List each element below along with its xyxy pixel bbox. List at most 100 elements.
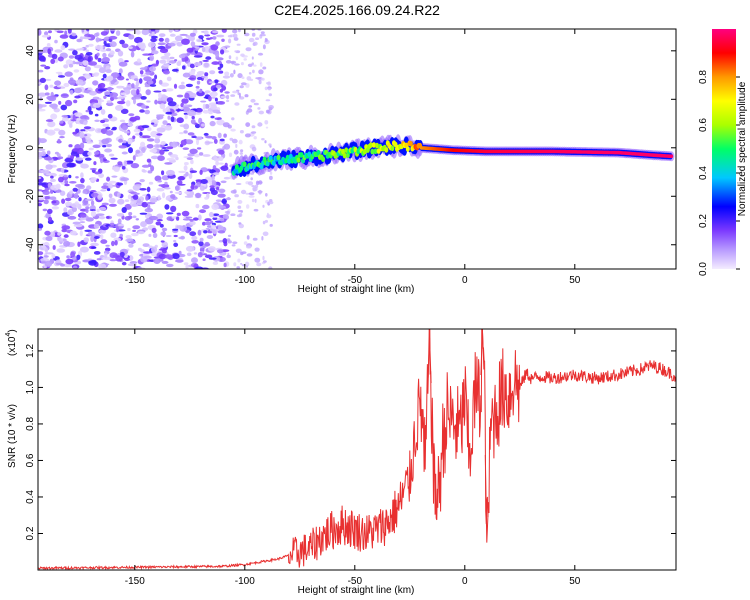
noise-speckle bbox=[108, 35, 118, 40]
noise-speckle bbox=[58, 129, 66, 136]
noise-speckle bbox=[155, 29, 160, 33]
noise-speckle bbox=[204, 218, 212, 222]
noise-speckle bbox=[191, 115, 195, 120]
noise-speckle bbox=[103, 29, 109, 32]
noise-speckle bbox=[38, 223, 44, 229]
noise-speckle bbox=[176, 42, 183, 47]
noise-speckle bbox=[118, 138, 123, 143]
noise-speckle bbox=[268, 143, 272, 146]
noise-speckle bbox=[167, 115, 171, 120]
noise-speckle bbox=[258, 69, 264, 75]
noise-speckle bbox=[64, 30, 68, 36]
noise-speckle bbox=[218, 149, 225, 155]
noise-speckle bbox=[44, 230, 51, 236]
noise-speckle bbox=[218, 188, 226, 193]
noise-speckle bbox=[149, 84, 157, 87]
noise-speckle bbox=[59, 34, 69, 39]
noise-speckle bbox=[221, 198, 227, 205]
spectrogram-y-ticks: -40 -20 0 20 40 bbox=[25, 45, 676, 252]
noise-speckle bbox=[121, 261, 127, 266]
noise-speckle bbox=[196, 71, 205, 75]
noise-speckle bbox=[45, 236, 53, 242]
noise-speckle bbox=[234, 63, 240, 66]
noise-speckle bbox=[105, 126, 111, 130]
noise-speckle bbox=[51, 200, 57, 204]
noise-speckle bbox=[94, 113, 99, 117]
noise-speckle bbox=[164, 52, 171, 57]
noise-speckle bbox=[218, 156, 224, 161]
noise-speckle bbox=[157, 180, 162, 183]
noise-speckle bbox=[211, 228, 218, 234]
noise-speckle bbox=[156, 133, 163, 136]
noise-speckle bbox=[42, 208, 48, 212]
noise-speckle bbox=[111, 175, 118, 178]
noise-speckle bbox=[253, 136, 257, 140]
noise-speckle bbox=[254, 247, 260, 252]
noise-speckle bbox=[88, 147, 94, 151]
noise-speckle bbox=[51, 206, 60, 210]
colorbar-label: Normalized spectral amplitude bbox=[737, 81, 748, 216]
noise-speckle bbox=[269, 175, 273, 180]
signal-core bbox=[344, 147, 349, 153]
noise-speckle bbox=[171, 141, 178, 148]
noise-speckle bbox=[174, 35, 183, 42]
noise-speckle bbox=[183, 165, 188, 171]
noise-speckle bbox=[137, 198, 142, 204]
noise-speckle bbox=[93, 251, 101, 255]
snr-x-tick-label: -100 bbox=[235, 576, 255, 587]
noise-speckle bbox=[174, 59, 178, 62]
noise-speckle bbox=[136, 88, 140, 95]
noise-speckle bbox=[141, 125, 150, 129]
noise-speckle bbox=[75, 79, 84, 86]
noise-speckle bbox=[248, 37, 255, 43]
noise-speckle bbox=[153, 90, 162, 93]
noise-speckle bbox=[46, 129, 56, 136]
noise-speckle bbox=[157, 42, 166, 46]
noise-speckle bbox=[46, 43, 51, 47]
noise-speckle bbox=[223, 133, 227, 138]
noise-speckle bbox=[193, 252, 198, 255]
noise-speckle bbox=[189, 218, 194, 222]
noise-speckle bbox=[265, 126, 269, 129]
noise-speckle bbox=[110, 96, 115, 102]
noise-speckle bbox=[72, 114, 76, 121]
noise-speckle bbox=[239, 152, 243, 155]
noise-speckle bbox=[220, 95, 228, 99]
noise-speckle bbox=[235, 183, 242, 185]
noise-speckle bbox=[116, 182, 124, 186]
noise-speckle bbox=[196, 76, 203, 81]
noise-speckle bbox=[216, 119, 225, 126]
signal-core bbox=[276, 154, 281, 161]
noise-speckle bbox=[59, 120, 64, 124]
noise-speckle bbox=[181, 98, 189, 104]
noise-speckle bbox=[105, 48, 112, 52]
noise-speckle bbox=[209, 70, 216, 75]
noise-speckle bbox=[161, 227, 168, 232]
noise-speckle bbox=[106, 100, 112, 104]
noise-speckle bbox=[75, 184, 85, 188]
noise-speckle bbox=[164, 37, 170, 44]
noise-speckle bbox=[109, 92, 119, 98]
noise-speckle bbox=[166, 76, 172, 82]
noise-speckle bbox=[149, 198, 158, 203]
noise-speckle bbox=[217, 225, 224, 232]
noise-speckle bbox=[140, 221, 147, 228]
snr-multiplier-exp: 4 bbox=[5, 333, 12, 337]
noise-speckle bbox=[38, 29, 42, 36]
spectrogram-x-tick-label: -50 bbox=[348, 275, 363, 286]
noise-speckle bbox=[126, 29, 135, 32]
noise-speckle bbox=[251, 146, 257, 152]
noise-speckle bbox=[262, 220, 266, 225]
noise-speckle bbox=[227, 35, 233, 38]
noise-speckle bbox=[212, 30, 219, 34]
signal-core bbox=[234, 164, 239, 170]
noise-speckle bbox=[269, 223, 273, 227]
noise-speckle bbox=[117, 218, 122, 224]
noise-speckle bbox=[198, 35, 204, 39]
noise-speckle bbox=[131, 232, 139, 237]
noise-speckle bbox=[262, 255, 265, 261]
noise-speckle bbox=[162, 108, 171, 113]
noise-speckle bbox=[243, 58, 247, 61]
colorbar: 0.0 0.2 0.4 0.6 0.8 Normalized spectral ampl… bbox=[698, 29, 748, 276]
noise-speckle bbox=[241, 251, 247, 255]
